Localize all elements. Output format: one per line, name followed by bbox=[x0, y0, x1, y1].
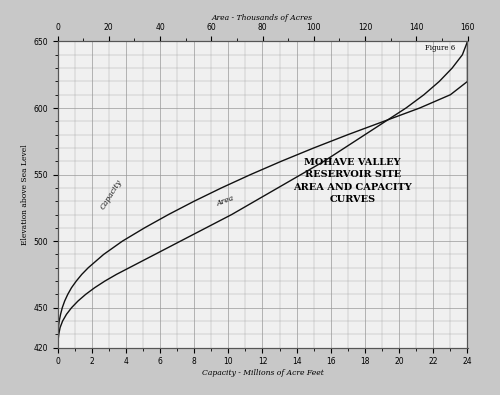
Y-axis label: Elevation above Sea Level: Elevation above Sea Level bbox=[21, 144, 29, 245]
X-axis label: Capacity - Millions of Acre Feet: Capacity - Millions of Acre Feet bbox=[202, 369, 324, 377]
Text: Capacity: Capacity bbox=[98, 178, 123, 211]
X-axis label: Area - Thousands of Acres: Area - Thousands of Acres bbox=[212, 14, 313, 22]
Text: Figure 6: Figure 6 bbox=[425, 44, 455, 52]
Text: MOHAVE VALLEY
RESERVOIR SITE
AREA AND CAPACITY
CURVES: MOHAVE VALLEY RESERVOIR SITE AREA AND CA… bbox=[294, 158, 412, 205]
Text: Area: Area bbox=[216, 194, 236, 208]
